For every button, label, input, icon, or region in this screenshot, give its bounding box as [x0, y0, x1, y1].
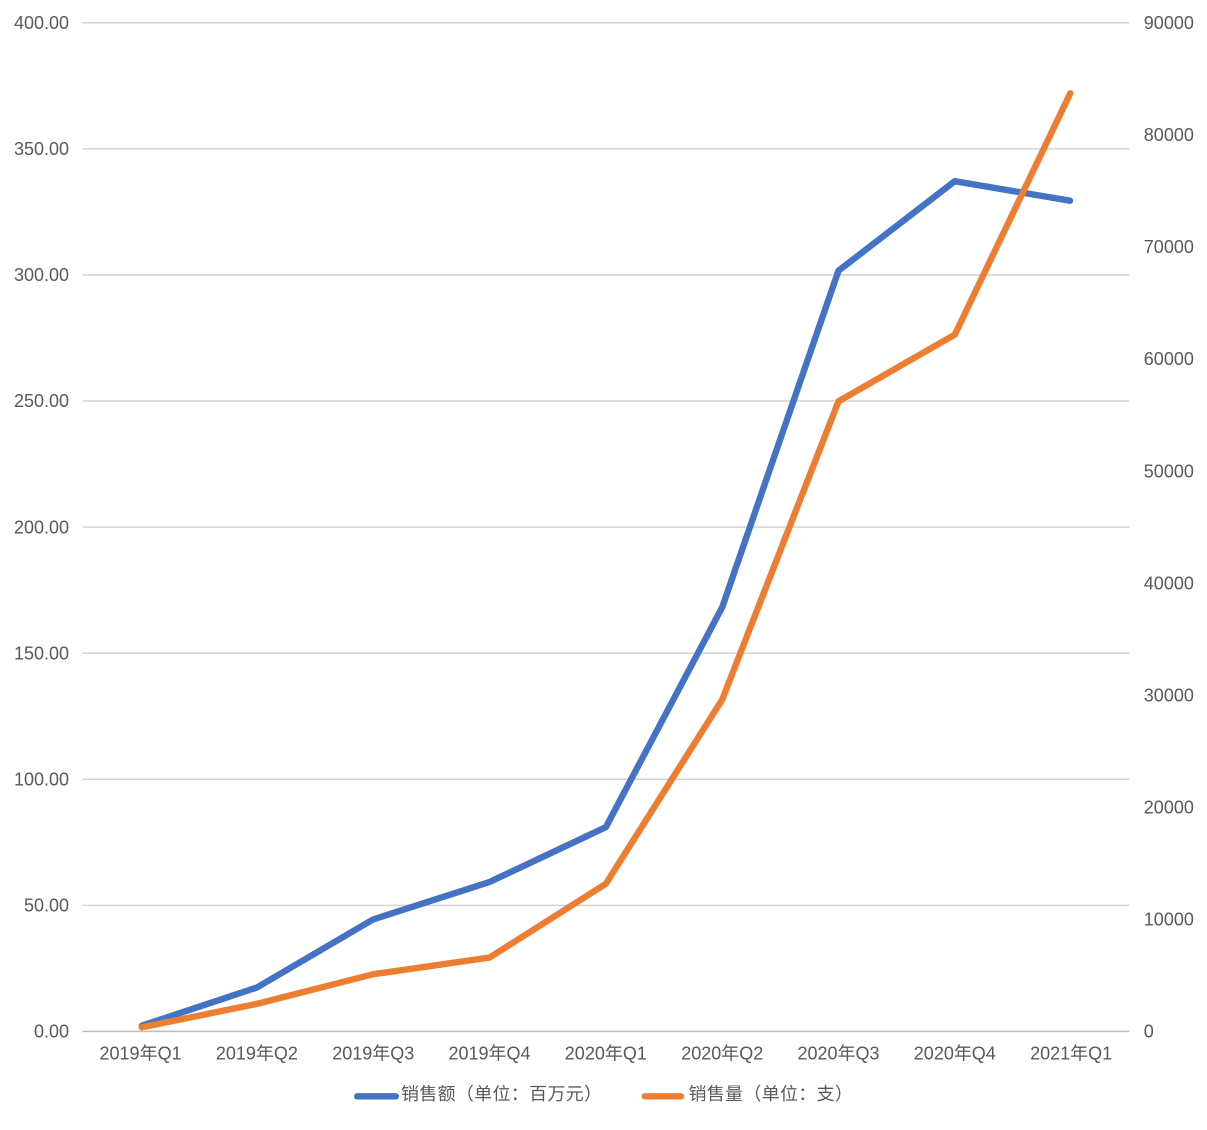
svg-text:40000: 40000: [1144, 573, 1194, 593]
svg-text:2019: 2019: [100, 1044, 140, 1064]
svg-text:2020: 2020: [798, 1044, 838, 1064]
svg-text:200.00: 200.00: [14, 517, 69, 537]
svg-text:80000: 80000: [1144, 125, 1194, 145]
svg-text:2020: 2020: [681, 1044, 721, 1064]
svg-text:30000: 30000: [1144, 685, 1194, 705]
svg-text:20000: 20000: [1144, 798, 1194, 818]
svg-text:2019: 2019: [332, 1044, 372, 1064]
svg-text:Q4: Q4: [507, 1044, 531, 1064]
svg-text:Q1: Q1: [158, 1044, 182, 1064]
svg-text:70000: 70000: [1144, 237, 1194, 257]
svg-text:2021: 2021: [1030, 1044, 1070, 1064]
svg-text:2020: 2020: [914, 1044, 954, 1064]
svg-text:Q1: Q1: [623, 1044, 647, 1064]
svg-text:300.00: 300.00: [14, 265, 69, 285]
svg-text:Q4: Q4: [972, 1044, 996, 1064]
svg-text:Q2: Q2: [274, 1044, 298, 1064]
svg-text:Q3: Q3: [390, 1044, 414, 1064]
svg-text:400.00: 400.00: [14, 13, 69, 33]
svg-text:60000: 60000: [1144, 349, 1194, 369]
svg-text:2019: 2019: [216, 1044, 256, 1064]
svg-text:2019: 2019: [449, 1044, 489, 1064]
svg-text:0.00: 0.00: [34, 1022, 69, 1042]
svg-text:150.00: 150.00: [14, 643, 69, 663]
svg-text:2020: 2020: [565, 1044, 605, 1064]
svg-text:Q2: Q2: [739, 1044, 763, 1064]
svg-text:Q3: Q3: [856, 1044, 880, 1064]
svg-text:250.00: 250.00: [14, 391, 69, 411]
svg-text:90000: 90000: [1144, 13, 1194, 33]
svg-text:50000: 50000: [1144, 461, 1194, 481]
svg-text:10000: 10000: [1144, 910, 1194, 930]
svg-text:350.00: 350.00: [14, 139, 69, 159]
svg-text:0: 0: [1144, 1022, 1154, 1042]
svg-text:100.00: 100.00: [14, 770, 69, 790]
svg-text:50.00: 50.00: [24, 896, 69, 916]
svg-text:Q1: Q1: [1088, 1044, 1112, 1064]
